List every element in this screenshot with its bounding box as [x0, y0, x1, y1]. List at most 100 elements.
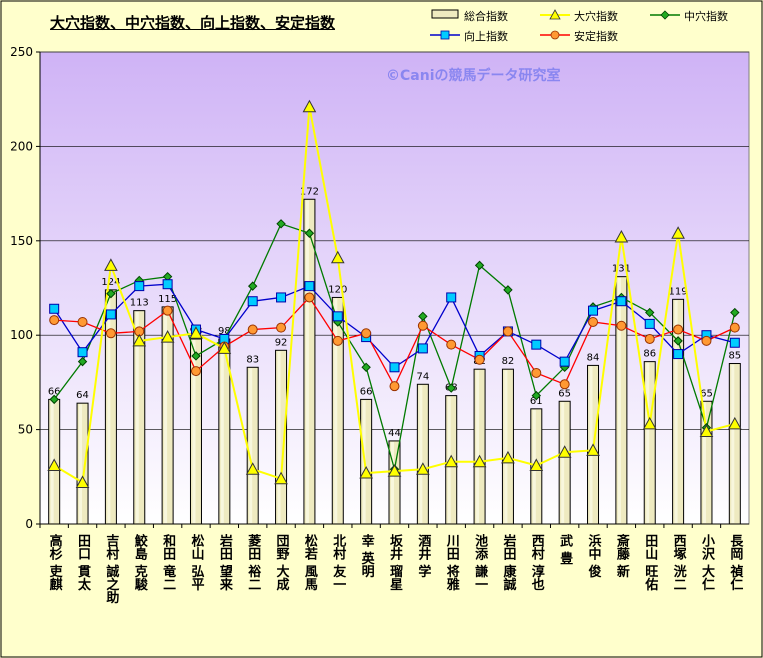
bar-shine-0 — [50, 400, 54, 523]
y-tick-label-0: 0 — [25, 517, 33, 531]
point-s1-11 — [359, 465, 373, 479]
point-s1-6 — [217, 341, 232, 354]
legend-triangle-marker — [540, 9, 570, 20]
point-s3-24 — [729, 337, 740, 348]
legend-item-antei: 安定指数 — [538, 28, 648, 43]
point-s2-14 — [446, 383, 456, 393]
legend-label-3: 向上指数 — [464, 30, 508, 43]
bar-shine-10 — [334, 298, 338, 523]
point-s3-22 — [673, 349, 684, 360]
x-tick-label-4: 和田 竜二 — [160, 533, 176, 590]
bar-10 — [331, 296, 344, 525]
legend-bar-swatch — [431, 9, 459, 19]
point-s4-1 — [77, 316, 88, 327]
bar-24 — [728, 363, 741, 525]
bar-shine-4 — [164, 307, 168, 523]
point-s3-2 — [105, 309, 116, 320]
bar-shine-16 — [504, 370, 508, 523]
point-s3-12 — [389, 362, 400, 373]
legend-diamond-marker — [650, 10, 680, 20]
x-tick-label-21: 田山 旺佑 — [642, 534, 659, 592]
bar-shine-9 — [305, 200, 309, 523]
bar-13 — [416, 383, 429, 525]
x-tick-label-10: 北村 友一 — [330, 534, 346, 591]
point-s4-4 — [162, 305, 173, 316]
x-tick-label-19: 浜中 俊 — [586, 533, 602, 579]
x-tick-label-20: 斎藤 新 — [614, 533, 630, 579]
x-tick-label-16: 岩田 康誠 — [500, 533, 517, 592]
legend-item-kojo: 向上指数 — [428, 28, 558, 43]
legend-circle-marker — [540, 30, 570, 40]
y-tick-label-250: 250 — [10, 45, 33, 59]
x-tick-label-18: 武 豊 — [557, 533, 573, 566]
y-tick-label-200: 200 — [10, 139, 33, 153]
bar-shine-1 — [79, 404, 83, 523]
x-tick-label-12: 坂井 瑠星 — [387, 533, 403, 592]
point-s1-14 — [444, 454, 459, 468]
bar-label-21: 86 — [643, 349, 656, 360]
point-s4-24 — [729, 322, 740, 333]
x-tick-label-11: 幸 英明 — [359, 533, 376, 579]
bar-label-16: 82 — [502, 356, 515, 367]
point-s3-4 — [162, 279, 173, 290]
point-s1-20 — [614, 229, 629, 243]
bar-label-3: 113 — [130, 298, 149, 309]
point-s2-21 — [645, 307, 655, 318]
bar-shine-22 — [674, 300, 678, 523]
bar-shine-7 — [249, 368, 253, 523]
point-s3-20 — [616, 296, 627, 307]
bar-label-2: 124 — [101, 277, 120, 288]
x-tick-label-1: 田口 貫太 — [75, 534, 92, 592]
bar-label-20: 131 — [612, 264, 631, 275]
legend-item-chuana: 中穴指数 — [648, 8, 748, 23]
x-tick-label-2: 吉村 誠之助 — [103, 534, 119, 605]
point-s1-3 — [132, 333, 147, 347]
x-tick-label-17: 西村 淳也 — [529, 534, 545, 592]
point-s4-10 — [332, 335, 343, 346]
point-s3-3 — [134, 281, 145, 292]
point-s1-2 — [104, 258, 118, 271]
point-s3-21 — [644, 318, 655, 329]
bar-label-17: 61 — [530, 396, 543, 407]
bar-label-1: 64 — [76, 390, 89, 401]
bar-15 — [473, 368, 486, 525]
bar-9 — [303, 198, 316, 525]
point-s4-7 — [247, 324, 258, 335]
point-s4-11 — [361, 328, 372, 339]
point-s3-9 — [304, 281, 315, 292]
bar-2 — [104, 289, 117, 525]
bar-shine-18 — [561, 402, 565, 523]
point-s4-17 — [531, 367, 542, 378]
bar-shine-8 — [277, 351, 281, 523]
point-s1-22 — [671, 226, 685, 239]
x-tick-label-5: 松山 弘平 — [188, 533, 204, 592]
bar-label-9: 172 — [300, 186, 319, 197]
y-tick-label-100: 100 — [10, 328, 33, 342]
point-s1-9 — [302, 99, 317, 113]
bar-shine-2 — [107, 290, 111, 523]
point-s2-11 — [361, 362, 371, 373]
chart-title: 大穴指数、中穴指数、向上指数、安定指数 — [50, 14, 336, 32]
point-s2-15 — [474, 260, 485, 271]
bar-label-12: 44 — [388, 428, 401, 439]
bar-label-24: 85 — [728, 351, 741, 362]
bar-23 — [700, 400, 713, 525]
point-s2-22 — [673, 336, 683, 346]
legend-label-2: 中穴指数 — [684, 10, 728, 23]
bar-3 — [133, 310, 146, 525]
point-s4-20 — [616, 320, 627, 331]
bar-1 — [76, 402, 89, 525]
point-s3-0 — [49, 303, 60, 314]
x-tick-label-3: 鮫島 克駿 — [132, 533, 148, 592]
bar-8 — [275, 349, 288, 525]
bar-label-7: 83 — [246, 354, 259, 365]
bar-label-11: 66 — [360, 386, 373, 397]
bar-shine-5 — [192, 339, 196, 523]
point-s3-8 — [276, 292, 287, 303]
point-s4-2 — [105, 328, 116, 339]
bar-shine-23 — [702, 402, 706, 523]
point-s4-13 — [417, 320, 428, 331]
bar-label-0: 66 — [48, 386, 61, 397]
bar-7 — [246, 366, 259, 525]
point-s4-9 — [304, 292, 315, 303]
